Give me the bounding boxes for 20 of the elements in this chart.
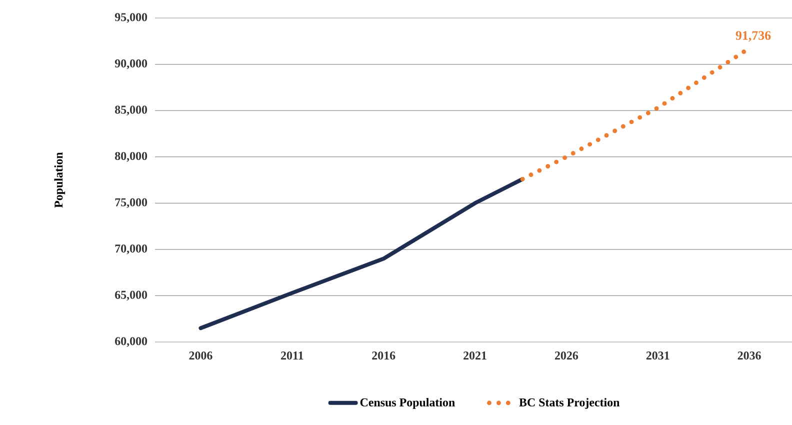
x-tick-label: 2006 — [189, 351, 212, 360]
y-tick-label: 75,000 — [115, 198, 148, 208]
y-tick-label: 90,000 — [114, 59, 148, 70]
y-tick-label: 65,000 — [115, 290, 148, 301]
y-axis-title: Population — [54, 152, 66, 208]
legend-label: Census Population — [360, 398, 455, 409]
y-tick-label: 70,000 — [115, 244, 148, 254]
x-tick-label: 2011 — [281, 351, 304, 360]
y-tick-label: 95,000 — [114, 13, 148, 23]
y-tick-label: 80,000 — [115, 152, 148, 162]
x-tick-label: 2031 — [646, 351, 670, 360]
x-tick-label: 2016 — [372, 351, 396, 360]
x-tick-label: 2021 — [464, 351, 486, 360]
y-tick-label: 60,000 — [115, 337, 148, 347]
x-tick-label: 2026 — [554, 351, 578, 360]
annotation: 91,736 — [736, 31, 771, 42]
legend-label: BC Stats Projection — [519, 398, 620, 409]
x-tick-label: 2036 — [738, 351, 761, 360]
line-series — [198, 177, 525, 330]
y-tick-label: 85,000 — [115, 106, 148, 116]
